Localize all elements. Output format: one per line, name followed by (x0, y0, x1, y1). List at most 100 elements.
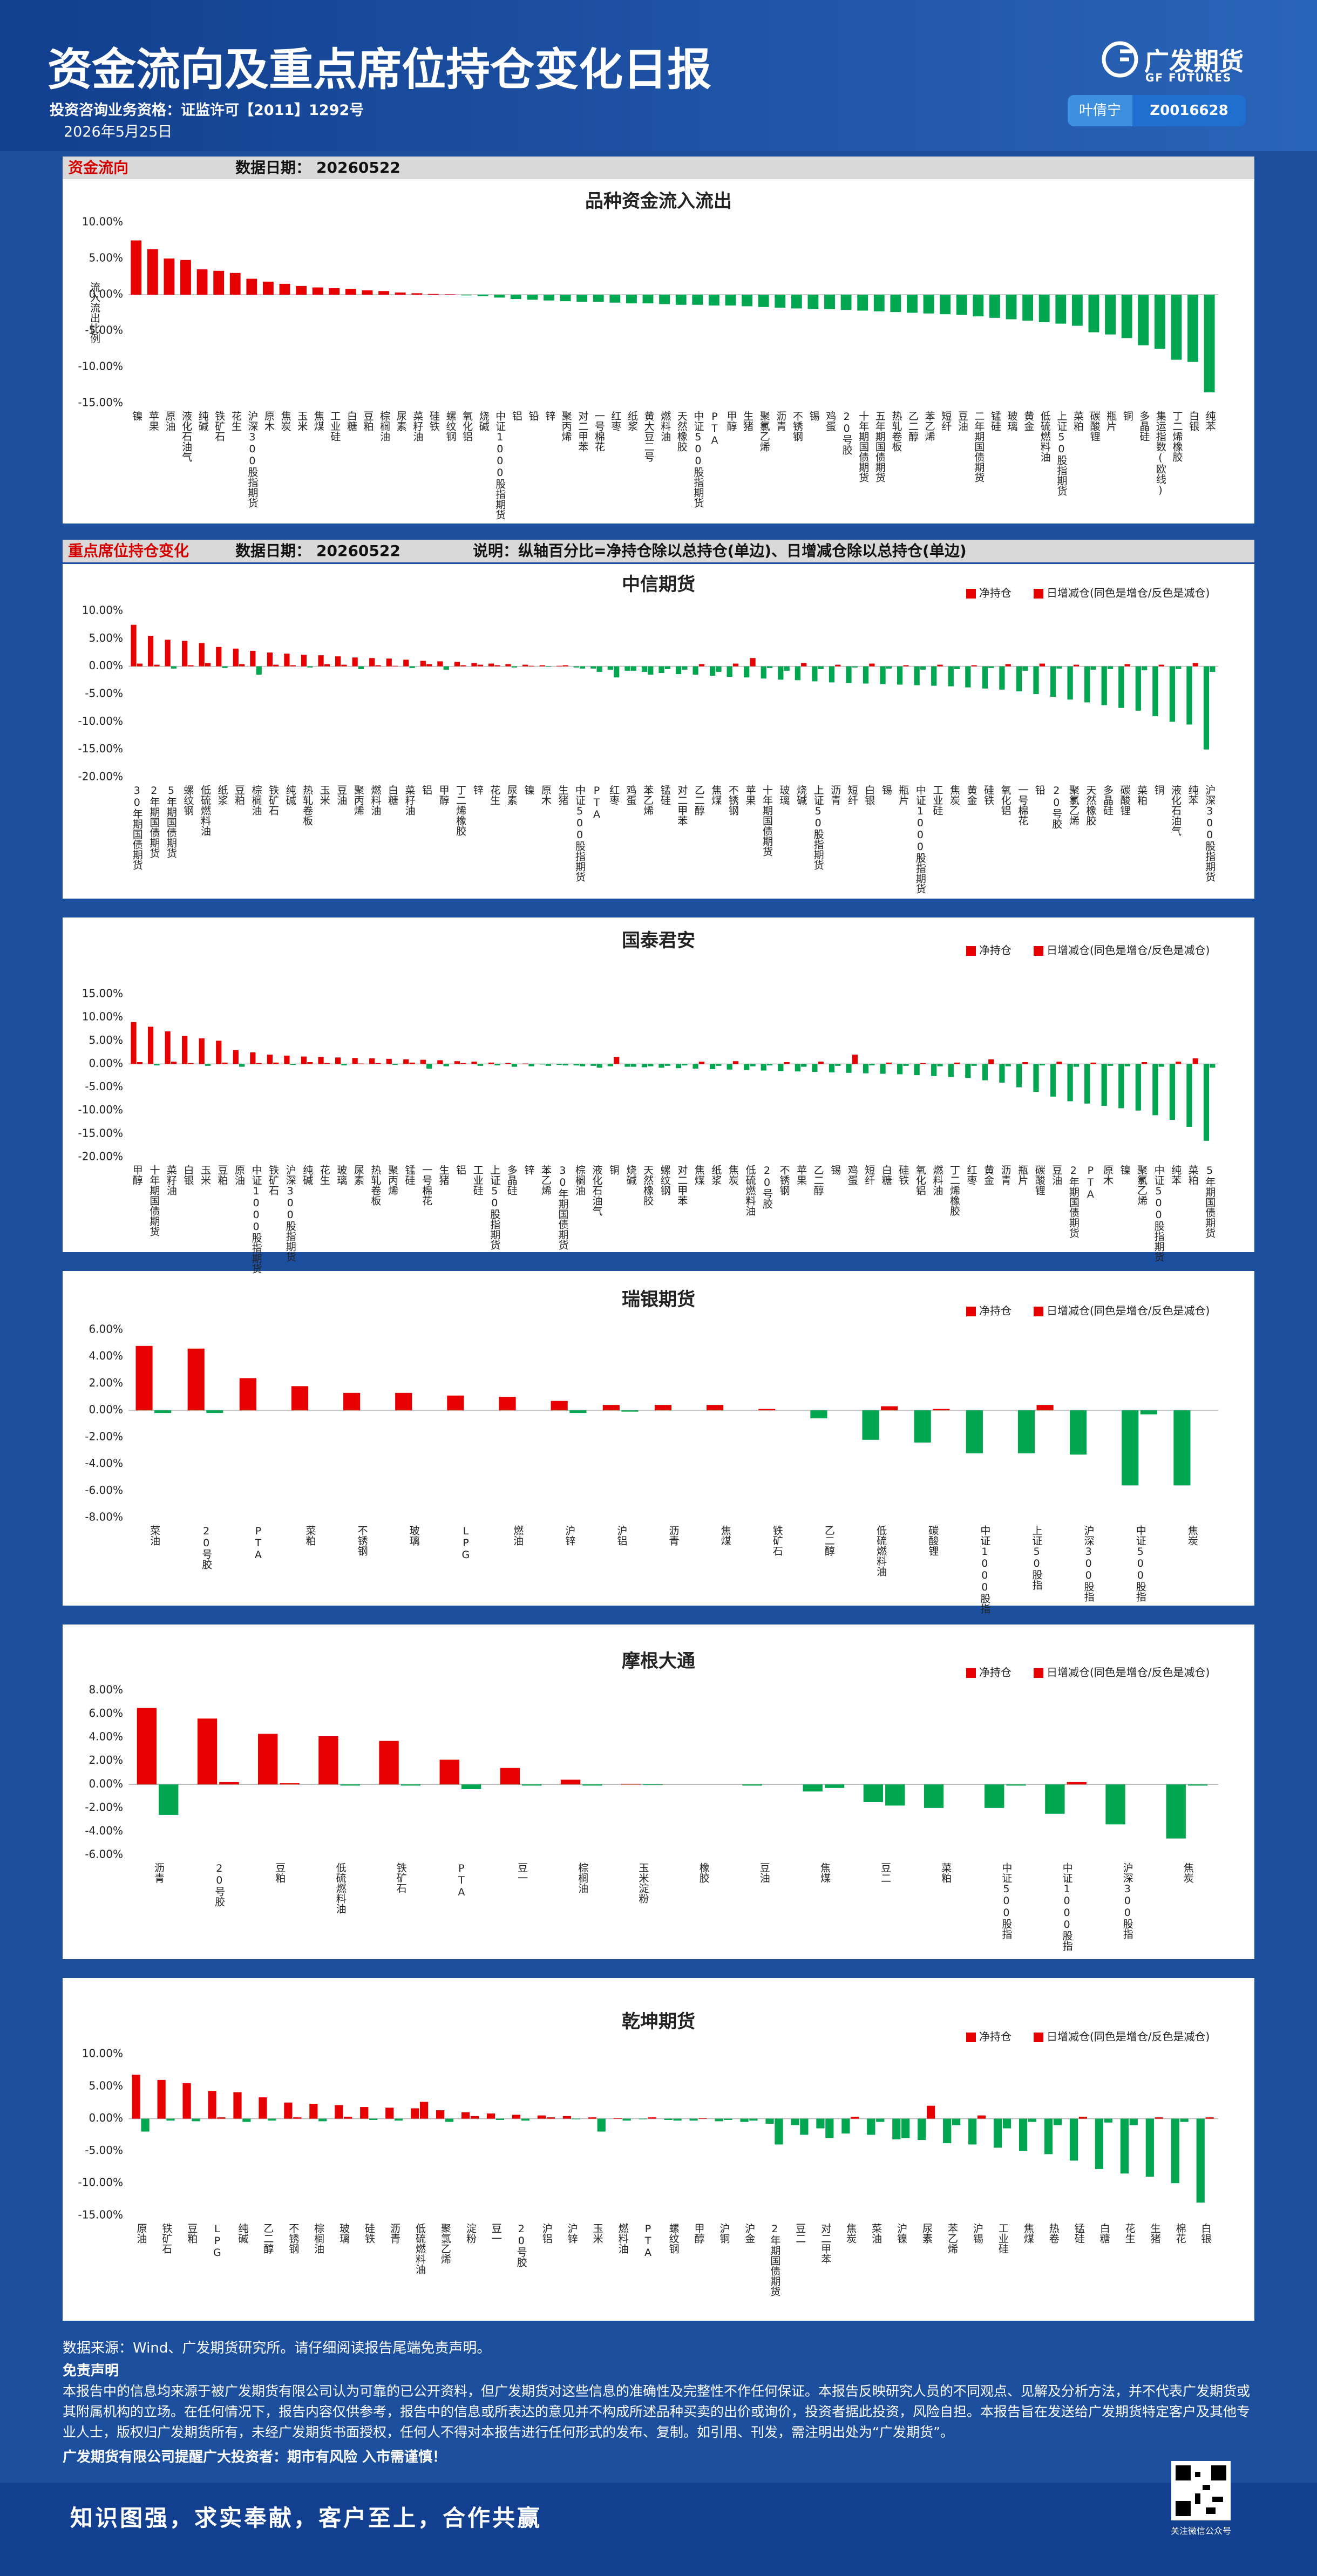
y-tick-label: 5.00% (89, 252, 123, 264)
x-tick-label: 纯苯 (1204, 411, 1216, 431)
bar (1187, 295, 1198, 362)
bar (579, 666, 586, 669)
bar (284, 2102, 293, 2119)
bar (937, 664, 943, 667)
bar (208, 2091, 216, 2119)
y-tick-label: -4.00% (85, 1824, 123, 1837)
bar (1088, 295, 1099, 332)
x-tick-label: 焦炭 (1182, 1863, 1194, 1883)
x-tick-label: 焦炭 (280, 411, 291, 431)
legend-swatch (966, 589, 976, 599)
x-tick-label: 生猪 (1149, 2223, 1161, 2244)
x-tick-label: 沥青 (775, 411, 786, 432)
legend-swatch (1034, 1668, 1043, 1678)
x-tick-label: 沪深300股指 (1083, 1525, 1095, 1602)
y-tick-label: 15.00% (82, 987, 123, 1000)
bar (573, 1064, 579, 1066)
bar (1154, 295, 1165, 349)
bar (477, 1064, 483, 1066)
x-tick-label: 纯苯 (1187, 785, 1199, 805)
bar (749, 2118, 758, 2121)
bar (1006, 1784, 1026, 1786)
x-tick-label: 纯碱 (284, 785, 296, 806)
bar (716, 666, 722, 672)
bar (378, 291, 389, 295)
x-tick-label: 沪金 (743, 2223, 755, 2244)
x-tick-label: 低硫燃料油 (875, 1525, 887, 1576)
bar (343, 1392, 361, 1411)
bar (420, 1059, 426, 1064)
bar (273, 1062, 279, 1064)
bar (907, 295, 918, 313)
bar (560, 1779, 581, 1785)
bar (924, 1784, 944, 1808)
y-tick-label: 5.00% (89, 631, 123, 644)
bar (546, 2117, 555, 2119)
bar (824, 295, 835, 309)
bar (199, 643, 205, 667)
bar (758, 295, 769, 307)
y-tick-label: 10.00% (82, 1010, 123, 1023)
x-tick-label: 尿素 (352, 1165, 364, 1185)
legend-label: 日增减仓(同色是增仓/反色是减仓) (1047, 944, 1210, 957)
bar (1118, 666, 1124, 708)
y-tick-label: -2.00% (85, 1430, 123, 1443)
legend-swatch (1034, 1307, 1043, 1316)
x-tick-label: 瓶片 (1105, 411, 1117, 431)
bar (988, 666, 994, 668)
x-tick-label: 中证1000股指期货 (914, 785, 926, 894)
bar (233, 648, 239, 667)
bar (867, 2118, 875, 2135)
x-tick-label: 燃料油 (369, 785, 381, 815)
bar (341, 1064, 347, 1066)
x-tick-label: 低硫燃料油 (744, 1165, 756, 1216)
bar (1176, 666, 1182, 669)
bar (411, 293, 423, 295)
bar (375, 1063, 381, 1064)
bar (187, 1348, 205, 1411)
bar (1022, 1062, 1028, 1064)
bar (280, 1783, 300, 1785)
bar (141, 2118, 150, 2132)
bar (1039, 663, 1045, 667)
x-tick-label: PTA (1084, 1165, 1096, 1200)
bar (692, 295, 703, 305)
x-tick-label: 中证500股指 (1135, 1525, 1146, 1602)
bar (1171, 2118, 1179, 2184)
x-tick-label: 烧碱 (795, 785, 807, 806)
bar (761, 666, 766, 679)
chart-title: 国泰君安 (622, 930, 695, 951)
bar (1067, 1064, 1073, 1102)
bar (1028, 2118, 1037, 2122)
bar (576, 295, 588, 302)
section-title: 重点席位持仓变化 (68, 542, 189, 560)
bar (876, 2118, 885, 2122)
bar (229, 273, 241, 295)
x-tick-label: 30年期国债期货 (131, 785, 143, 870)
bar (318, 1736, 338, 1785)
bar (1145, 2118, 1154, 2177)
bar (1169, 666, 1175, 722)
bar (675, 666, 682, 675)
bar (744, 666, 750, 678)
x-tick-label: 不锈钢 (287, 2223, 299, 2254)
x-tick-label: 焦煤 (1022, 2223, 1034, 2244)
bar (1171, 295, 1182, 360)
date-label: 数据日期： (235, 159, 311, 176)
x-tick-label: 天然橡胶 (676, 411, 688, 452)
bar (689, 2118, 698, 2121)
y-tick-label: 0.00% (89, 659, 123, 672)
x-tick-label: 菜籽油 (165, 1165, 177, 1195)
bar (352, 657, 358, 667)
bar (914, 1064, 920, 1076)
y-tick-label: -8.00% (85, 1511, 123, 1524)
bar (614, 666, 620, 678)
bar (642, 295, 654, 304)
x-tick-label: 白糖 (345, 411, 357, 431)
bar (293, 2117, 302, 2119)
bar (362, 290, 373, 295)
x-tick-label: 乙二醇 (693, 785, 705, 815)
bar (147, 1027, 154, 1064)
bar (825, 2118, 834, 2138)
bar (602, 1405, 620, 1411)
